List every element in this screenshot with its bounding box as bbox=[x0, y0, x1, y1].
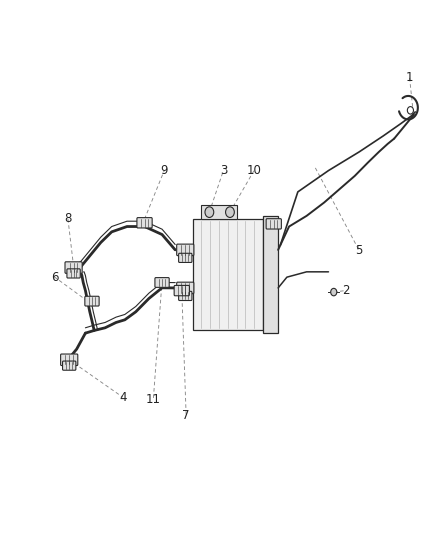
FancyBboxPatch shape bbox=[155, 278, 169, 287]
FancyBboxPatch shape bbox=[179, 253, 192, 262]
Text: 6: 6 bbox=[51, 271, 59, 284]
Polygon shape bbox=[193, 219, 263, 330]
Text: 7: 7 bbox=[182, 409, 190, 422]
Text: 5: 5 bbox=[356, 244, 363, 257]
Polygon shape bbox=[201, 205, 237, 219]
Circle shape bbox=[331, 288, 337, 296]
Circle shape bbox=[205, 207, 214, 217]
FancyBboxPatch shape bbox=[63, 361, 76, 370]
Text: 11: 11 bbox=[146, 393, 161, 406]
Text: 1: 1 bbox=[406, 71, 413, 84]
Circle shape bbox=[226, 207, 234, 217]
Text: 9: 9 bbox=[160, 164, 168, 177]
Circle shape bbox=[407, 107, 413, 114]
Text: 2: 2 bbox=[342, 284, 350, 297]
Text: 8: 8 bbox=[64, 212, 71, 225]
FancyBboxPatch shape bbox=[177, 282, 194, 294]
Text: 3: 3 bbox=[220, 164, 227, 177]
FancyBboxPatch shape bbox=[177, 244, 194, 256]
FancyBboxPatch shape bbox=[179, 292, 192, 301]
FancyBboxPatch shape bbox=[60, 354, 78, 366]
FancyBboxPatch shape bbox=[174, 286, 189, 296]
FancyBboxPatch shape bbox=[137, 217, 152, 228]
Text: 10: 10 bbox=[247, 164, 261, 177]
FancyBboxPatch shape bbox=[65, 262, 82, 273]
FancyBboxPatch shape bbox=[266, 219, 281, 229]
FancyBboxPatch shape bbox=[85, 296, 99, 306]
FancyBboxPatch shape bbox=[67, 269, 80, 278]
Polygon shape bbox=[263, 216, 278, 333]
Text: 4: 4 bbox=[119, 391, 127, 403]
